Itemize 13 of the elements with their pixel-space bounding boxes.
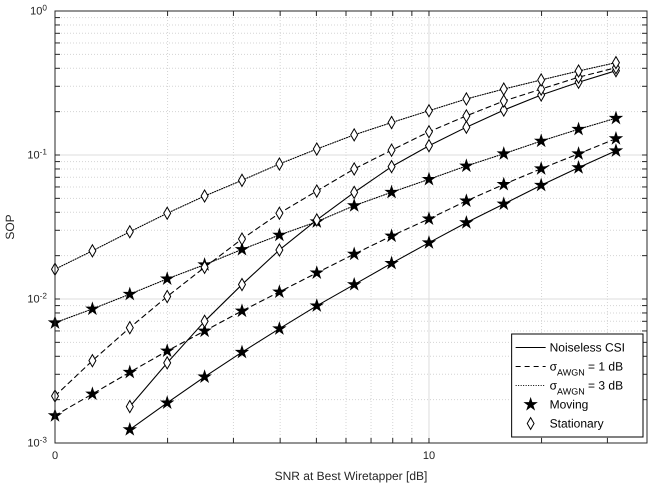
y-tick-label: 10$^{-1}$ xyxy=(27,147,48,162)
x-tick-label: 0 xyxy=(52,450,58,462)
legend-label: Noiseless CSI xyxy=(550,340,625,354)
x-tick-label: 10 xyxy=(422,450,436,462)
legend-label: σ$_{AWGN}$ = 1 dB xyxy=(550,360,624,378)
legend-label: σ$_{AWGN}$ = 3 dB xyxy=(550,378,624,396)
y-tick-label: 10$^{-3}$ xyxy=(27,435,48,450)
x-axis-title: SNR at Best Wiretapper [dB] xyxy=(274,469,428,483)
y-tick-label: 10$^{0}$ xyxy=(30,3,48,18)
y-tick-label: 10$^{-2}$ xyxy=(27,291,48,306)
legend-label: Moving xyxy=(550,398,588,412)
legend-label: Stationary xyxy=(550,416,604,430)
y-axis-title: SOP xyxy=(3,214,17,240)
